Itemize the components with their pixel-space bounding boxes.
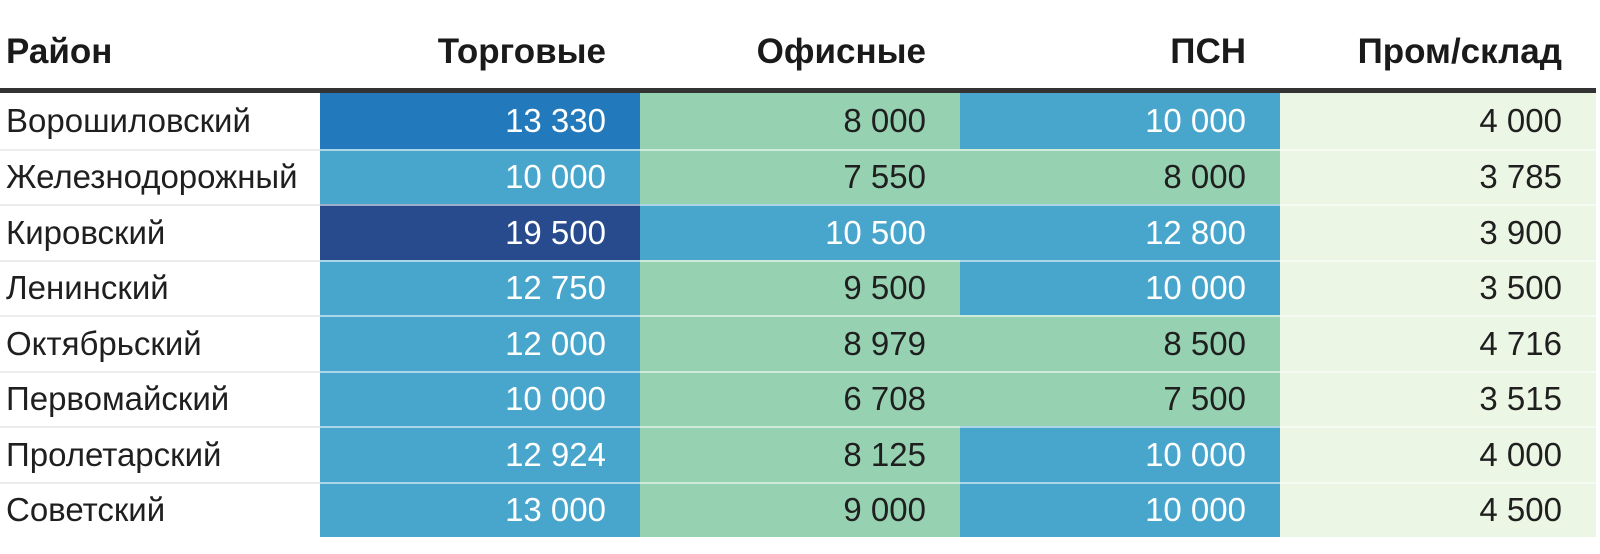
value-cell: 8 979 [640, 315, 960, 371]
value-cell: 3 900 [1280, 204, 1596, 260]
column-header-industrial: Пром/склад [1357, 32, 1562, 71]
value-cell: 9 000 [640, 481, 960, 537]
district-name: Кировский [0, 204, 320, 260]
column-header-district: Район [6, 32, 113, 71]
value-cell: 3 785 [1280, 148, 1596, 204]
value-cell: 9 500 [640, 259, 960, 315]
value-cell: 13 330 [320, 93, 640, 149]
value-cell: 12 800 [960, 204, 1280, 260]
district-name: Советский [0, 481, 320, 537]
column-header-psn: ПСН [1170, 32, 1246, 71]
district-name: Первомайский [0, 370, 320, 426]
value-cell: 10 000 [960, 93, 1280, 149]
value-cell: 4 000 [1280, 426, 1596, 482]
value-cell: 10 500 [640, 204, 960, 260]
table-row: Советский 13 000 9 000 10 000 4 500 [0, 481, 1596, 537]
value-cell: 10 000 [960, 481, 1280, 537]
district-name: Ленинский [0, 259, 320, 315]
table-header-row: Район Торговые Офисные ПСН Пром/склад [0, 0, 1596, 93]
district-name: Пролетарский [0, 426, 320, 482]
value-cell: 10 000 [960, 259, 1280, 315]
table-row: Кировский 19 500 10 500 12 800 3 900 [0, 204, 1596, 260]
value-cell: 12 750 [320, 259, 640, 315]
table-body: Ворошиловский 13 330 8 000 10 000 4 000 Желез… [0, 93, 1596, 537]
value-cell: 10 000 [320, 148, 640, 204]
value-cell: 7 500 [960, 370, 1280, 426]
value-cell: 8 000 [640, 93, 960, 149]
value-cell: 13 000 [320, 481, 640, 537]
district-name: Железнодорожный [0, 148, 320, 204]
district-price-heatmap-table: Район Торговые Офисные ПСН Пром/склад Во… [0, 0, 1596, 537]
value-cell: 10 000 [320, 370, 640, 426]
value-cell: 8 000 [960, 148, 1280, 204]
value-cell: 4 716 [1280, 315, 1596, 371]
value-cell: 4 000 [1280, 93, 1596, 149]
value-cell: 12 924 [320, 426, 640, 482]
table-row: Пролетарский 12 924 8 125 10 000 4 000 [0, 426, 1596, 482]
value-cell: 3 515 [1280, 370, 1596, 426]
column-header-retail: Торговые [437, 32, 606, 71]
value-cell: 3 500 [1280, 259, 1596, 315]
value-cell: 10 000 [960, 426, 1280, 482]
table-row: Первомайский 10 000 6 708 7 500 3 515 [0, 370, 1596, 426]
table-row: Железнодорожный 10 000 7 550 8 000 3 785 [0, 148, 1596, 204]
table-row: Ворошиловский 13 330 8 000 10 000 4 000 [0, 93, 1596, 149]
district-name: Ворошиловский [0, 93, 320, 149]
value-cell: 6 708 [640, 370, 960, 426]
value-cell: 8 125 [640, 426, 960, 482]
column-header-office: Офисные [756, 32, 926, 71]
value-cell: 19 500 [320, 204, 640, 260]
table-row: Ленинский 12 750 9 500 10 000 3 500 [0, 259, 1596, 315]
district-name: Октябрьский [0, 315, 320, 371]
table-row: Октябрьский 12 000 8 979 8 500 4 716 [0, 315, 1596, 371]
value-cell: 12 000 [320, 315, 640, 371]
value-cell: 8 500 [960, 315, 1280, 371]
value-cell: 4 500 [1280, 481, 1596, 537]
value-cell: 7 550 [640, 148, 960, 204]
